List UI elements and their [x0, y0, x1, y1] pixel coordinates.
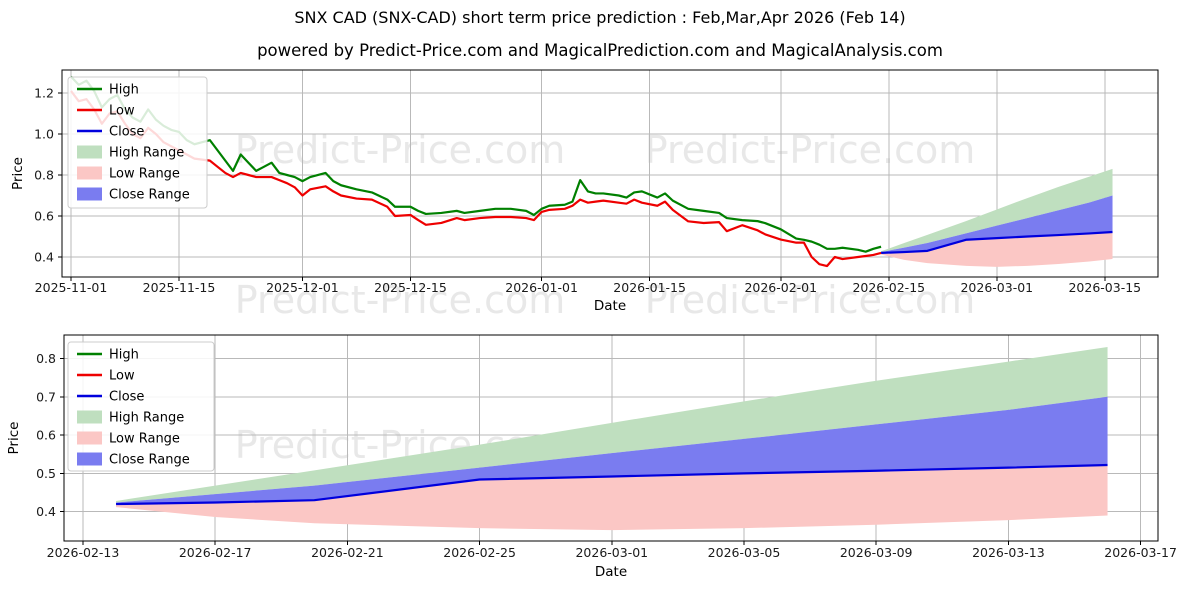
svg-text:Close Range: Close Range	[109, 188, 190, 203]
svg-text:2026-02-25: 2026-02-25	[443, 545, 516, 560]
history-and-forecast-chart-close-range-band	[881, 195, 1113, 253]
svg-text:2025-12-15: 2025-12-15	[374, 280, 447, 295]
svg-text:2026-03-13: 2026-03-13	[972, 545, 1045, 560]
watermark-layer: Predict-Price.com Predict-Price.com Predic…	[235, 128, 976, 467]
legend-item-close-range: Close Range	[77, 452, 190, 468]
svg-text:2026-02-01: 2026-02-01	[744, 280, 817, 295]
svg-text:2026-02-15: 2026-02-15	[852, 280, 925, 295]
history-and-forecast-chart-legend: High Low Close High Range Low Range Close Ran…	[67, 76, 208, 209]
legend-item-close: Close	[77, 390, 144, 405]
history-and-forecast-chart-axis-ticks	[58, 92, 1106, 281]
svg-text:Predict-Price.com: Predict-Price.com	[235, 128, 566, 172]
svg-text:2026-03-09: 2026-03-09	[840, 545, 913, 560]
forecast-zoom-chart-close-line	[116, 463, 1108, 506]
svg-text:0.8: 0.8	[34, 168, 54, 183]
history-and-forecast-chart-xlabel: Date	[594, 298, 626, 314]
svg-text:Close: Close	[109, 125, 144, 140]
svg-text:0.6: 0.6	[36, 428, 56, 443]
forecast-zoom-chart: 2026-02-13 2026-02-17 2026-02-21 2026-02-25…	[6, 334, 1177, 580]
svg-text:1.2: 1.2	[34, 86, 54, 101]
svg-text:2026-03-15: 2026-03-15	[1068, 280, 1141, 295]
legend-item-high-range: High Range	[77, 410, 184, 426]
forecast-zoom-chart-low-range-band	[116, 464, 1108, 531]
svg-text:2025-12-01: 2025-12-01	[266, 280, 339, 295]
svg-text:2026-02-17: 2026-02-17	[179, 545, 252, 560]
svg-text:1.0: 1.0	[34, 127, 54, 142]
history-and-forecast-chart-ylabel: Price	[10, 157, 26, 190]
svg-text:2026-01-01: 2026-01-01	[505, 280, 578, 295]
svg-text:2026-03-05: 2026-03-05	[708, 545, 781, 560]
legend-item-high-range: High Range	[77, 145, 184, 161]
history-and-forecast-chart-close-line	[881, 230, 1113, 254]
svg-text:2026-03-01: 2026-03-01	[575, 545, 648, 560]
legend-item-low: Low	[77, 369, 135, 384]
svg-text:2026-03-17: 2026-03-17	[1104, 545, 1177, 560]
forecast-zoom-chart-legend: High Low Close High Range Low Range Close Ran…	[67, 341, 215, 472]
svg-text:0.6: 0.6	[34, 209, 54, 224]
svg-text:0.8: 0.8	[36, 351, 56, 366]
forecast-zoom-chart-high-range-band	[116, 347, 1108, 503]
svg-text:Predict-Price.com: Predict-Price.com	[645, 128, 976, 172]
history-and-forecast-chart-frame	[61, 69, 1159, 278]
svg-text:2025-11-15: 2025-11-15	[143, 280, 216, 295]
svg-text:Low Range: Low Range	[109, 167, 180, 182]
forecast-zoom-chart-xlabel: Date	[595, 564, 627, 580]
forecast-zoom-chart-axis-tick-labels: 2026-02-13 2026-02-17 2026-02-21 2026-02-25…	[36, 351, 1177, 560]
svg-text:High Range: High Range	[109, 411, 184, 426]
figure-subtitle: powered by Predict-Price.com and Magical…	[257, 41, 943, 60]
svg-text:2026-02-13: 2026-02-13	[47, 545, 120, 560]
history-and-forecast-chart-high-range-band	[881, 168, 1113, 253]
svg-text:High Range: High Range	[109, 146, 184, 161]
svg-text:0.5: 0.5	[36, 466, 56, 481]
forecast-zoom-chart-close-range-band	[116, 396, 1108, 505]
svg-text:0.4: 0.4	[34, 250, 54, 265]
svg-text:0.4: 0.4	[36, 504, 56, 519]
svg-text:Predict-Price.com: Predict-Price.com	[235, 278, 566, 322]
legend-item-high: High	[77, 83, 139, 98]
history-and-forecast-chart-axis-tick-labels: 2025-11-01 2025-11-15 2025-12-01 2025-12-15…	[34, 86, 1141, 296]
legend-item-low: Low	[77, 104, 135, 119]
legend-item-low-range: Low Range	[77, 431, 180, 447]
svg-text:2025-11-01: 2025-11-01	[35, 280, 108, 295]
legend-item-close: Close	[77, 125, 144, 140]
svg-text:2026-03-01: 2026-03-01	[960, 280, 1033, 295]
svg-text:Close Range: Close Range	[109, 453, 190, 468]
forecast-zoom-chart-ylabel: Price	[6, 422, 22, 455]
legend-item-low-range: Low Range	[77, 166, 180, 182]
svg-text:Predict-Price.com: Predict-Price.com	[645, 278, 976, 322]
history-and-forecast-chart-low-range-band	[881, 231, 1113, 267]
svg-text:2026-01-15: 2026-01-15	[613, 280, 686, 295]
forecast-zoom-chart-axis-ticks	[60, 358, 1142, 545]
forecast-zoom-chart-frame	[63, 334, 1159, 542]
svg-text:High: High	[109, 348, 139, 363]
svg-text:2026-02-21: 2026-02-21	[311, 545, 384, 560]
svg-text:High: High	[109, 83, 139, 98]
legend-item-high: High	[77, 348, 139, 363]
history-and-forecast-chart: 2025-11-01 2025-11-15 2025-12-01 2025-12-15…	[10, 69, 1159, 314]
svg-text:Low: Low	[109, 104, 135, 119]
svg-text:Close: Close	[109, 390, 144, 405]
legend-item-close-range: Close Range	[77, 187, 190, 203]
svg-text:0.7: 0.7	[36, 389, 56, 404]
svg-text:Low Range: Low Range	[109, 432, 180, 447]
figure-title: SNX CAD (SNX-CAD) short term price predi…	[294, 8, 906, 27]
svg-text:Low: Low	[109, 369, 135, 384]
